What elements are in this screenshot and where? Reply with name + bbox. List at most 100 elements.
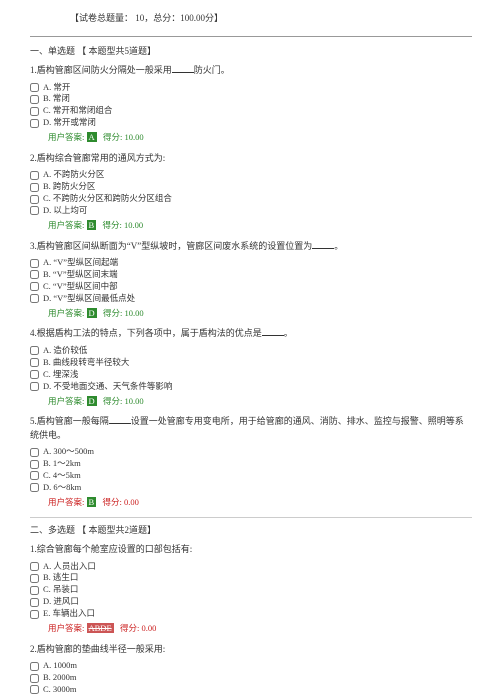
q6-answer-label: 用户答案: xyxy=(48,623,84,633)
q5-answer-label: 用户答案: xyxy=(48,497,84,507)
q1-title-2: 防火门。 xyxy=(194,65,230,75)
q3-check-b[interactable] xyxy=(30,270,39,279)
q5-options: A. 300～500m B. 1～2km C. 4～5km D. 6～8km xyxy=(30,446,472,494)
q5-check-b[interactable] xyxy=(30,460,39,469)
q5-opt-b[interactable]: B. 1～2km xyxy=(30,458,472,470)
q3-check-d[interactable] xyxy=(30,294,39,303)
q5-check-c[interactable] xyxy=(30,471,39,480)
q4-opt-b[interactable]: B. 曲线段转弯半径较大 xyxy=(30,357,472,369)
q4-opt-c[interactable]: C. 埋深浅 xyxy=(30,369,472,381)
q5-opt-c-text: C. 4～5km xyxy=(43,470,81,482)
q2-opt-d[interactable]: D. 以上均可 xyxy=(30,205,472,217)
q5-check-a[interactable] xyxy=(30,448,39,457)
q6-check-d[interactable] xyxy=(30,598,39,607)
q1-score: 10.00 xyxy=(125,132,144,142)
q6-opt-e[interactable]: E. 车辆出入口 xyxy=(30,608,472,620)
q6-opt-d[interactable]: D. 进风口 xyxy=(30,596,472,608)
q5-opt-d[interactable]: D. 6～8km xyxy=(30,482,472,494)
q3-opt-a[interactable]: A. “V”型纵区间起端 xyxy=(30,257,472,269)
q6-check-c[interactable] xyxy=(30,586,39,595)
q5-title-1: 5.盾构管廊一般每隔 xyxy=(30,416,109,426)
q1-opt-c[interactable]: C. 常开和常闭组合 xyxy=(30,105,472,117)
q4-score: 10.00 xyxy=(125,396,144,406)
q4-check-a[interactable] xyxy=(30,346,39,355)
q4-opt-a[interactable]: A. 造价较低 xyxy=(30,345,472,357)
q2-opt-c[interactable]: C. 不跨防火分区和跨防火分区组合 xyxy=(30,193,472,205)
q6-check-a[interactable] xyxy=(30,562,39,571)
q2-opt-a[interactable]: A. 不跨防火分区 xyxy=(30,169,472,181)
q1-check-b[interactable] xyxy=(30,95,39,104)
q7-opt-c[interactable]: C. 3000m xyxy=(30,684,472,696)
q1-answer: 用户答案: A 得分: 10.00 xyxy=(48,131,472,144)
q1-check-a[interactable] xyxy=(30,83,39,92)
q6-opt-c[interactable]: C. 吊装口 xyxy=(30,584,472,596)
q3-check-a[interactable] xyxy=(30,259,39,268)
q2-opt-b-text: B. 跨防火分区 xyxy=(43,181,95,193)
q2-check-b[interactable] xyxy=(30,183,39,192)
q1-opt-d[interactable]: D. 常开或常闭 xyxy=(30,117,472,129)
q6-check-b[interactable] xyxy=(30,574,39,583)
q3-answer-badge: D xyxy=(87,308,97,318)
q5-answer: 用户答案: B 得分: 0.00 xyxy=(48,496,472,509)
q4-check-c[interactable] xyxy=(30,370,39,379)
q5-opt-b-text: B. 1～2km xyxy=(43,458,81,470)
q6-score: 0.00 xyxy=(142,623,157,633)
q1-title: 1.盾构管廊区间防火分隔处一般采用防火门。 xyxy=(30,64,472,78)
exam-header: 【试卷总题量： 10，总分：100.00分】 xyxy=(70,12,472,26)
q1-check-d[interactable] xyxy=(30,119,39,128)
q1-answer-badge: A xyxy=(87,132,97,142)
q4-answer-label: 用户答案: xyxy=(48,396,84,406)
q3-score: 10.00 xyxy=(125,308,144,318)
q2-check-c[interactable] xyxy=(30,195,39,204)
section-1-title: 一、单选题 【 本题型共5道题】 xyxy=(30,45,472,59)
q4-answer: 用户答案: D 得分: 10.00 xyxy=(48,395,472,408)
q5-opt-d-text: D. 6～8km xyxy=(43,482,81,494)
q6-opt-a[interactable]: A. 人员出入口 xyxy=(30,561,472,573)
q1-opt-b[interactable]: B. 常闭 xyxy=(30,93,472,105)
q2-check-d[interactable] xyxy=(30,206,39,215)
q3-opt-d[interactable]: D. “V”型纵区间最低点处 xyxy=(30,293,472,305)
q3-opt-b[interactable]: B. “V”型纵区间末端 xyxy=(30,269,472,281)
q3-score-label: 得分: xyxy=(103,308,122,318)
q3-answer: 用户答案: D 得分: 10.00 xyxy=(48,307,472,320)
q3-opt-c[interactable]: C. “V”型纵区间中部 xyxy=(30,281,472,293)
q6-answer-badge: ABDE xyxy=(87,623,114,633)
q5-score: 0.00 xyxy=(124,497,139,507)
separator-top xyxy=(30,36,472,37)
q4-check-b[interactable] xyxy=(30,358,39,367)
q6-title: 1.综合管廊每个舱室应设置的口部包括有: xyxy=(30,543,472,557)
q7-opt-b[interactable]: B. 2000m xyxy=(30,672,472,684)
q2-check-a[interactable] xyxy=(30,171,39,180)
q2-score: 10.00 xyxy=(124,220,143,230)
q1-score-label: 得分: xyxy=(103,132,122,142)
q4-options: A. 造价较低 B. 曲线段转弯半径较大 C. 埋深浅 D. 不受地面交通、天气… xyxy=(30,345,472,393)
q3-check-c[interactable] xyxy=(30,282,39,291)
q4-opt-d[interactable]: D. 不受地面交通、天气条件等影响 xyxy=(30,381,472,393)
q7-check-a[interactable] xyxy=(30,662,39,671)
q6-answer: 用户答案: ABDE 得分: 0.00 xyxy=(48,622,472,635)
q5-check-d[interactable] xyxy=(30,483,39,492)
q2-opt-c-text: C. 不跨防火分区和跨防火分区组合 xyxy=(43,193,172,205)
q1-check-c[interactable] xyxy=(30,107,39,116)
q7-opt-a[interactable]: A. 1000m xyxy=(30,660,472,672)
q5-opt-a-text: A. 300～500m xyxy=(43,446,94,458)
q5-opt-a[interactable]: A. 300～500m xyxy=(30,446,472,458)
q5-opt-c[interactable]: C. 4～5km xyxy=(30,470,472,482)
q4-answer-badge: D xyxy=(87,396,97,406)
q6-check-e[interactable] xyxy=(30,610,39,619)
q7-check-b[interactable] xyxy=(30,674,39,683)
q3-opt-c-text: C. “V”型纵区间中部 xyxy=(43,281,118,293)
q3-blank xyxy=(312,240,334,249)
q5-answer-badge: B xyxy=(87,497,97,507)
q4-check-d[interactable] xyxy=(30,382,39,391)
q4-opt-a-text: A. 造价较低 xyxy=(43,345,87,357)
q2-opt-b[interactable]: B. 跨防火分区 xyxy=(30,181,472,193)
q1-opt-d-text: D. 常开或常闭 xyxy=(43,117,96,129)
q7-check-c[interactable] xyxy=(30,685,39,694)
q6-opt-b[interactable]: B. 逃生口 xyxy=(30,572,472,584)
q4-opt-b-text: B. 曲线段转弯半径较大 xyxy=(43,357,129,369)
q1-opt-a[interactable]: A. 常开 xyxy=(30,82,472,94)
q6-options: A. 人员出入口 B. 逃生口 C. 吊装口 D. 进风口 E. 车辆出入口 xyxy=(30,561,472,620)
q3-opt-d-text: D. “V”型纵区间最低点处 xyxy=(43,293,135,305)
q1-opt-b-text: B. 常闭 xyxy=(43,93,70,105)
